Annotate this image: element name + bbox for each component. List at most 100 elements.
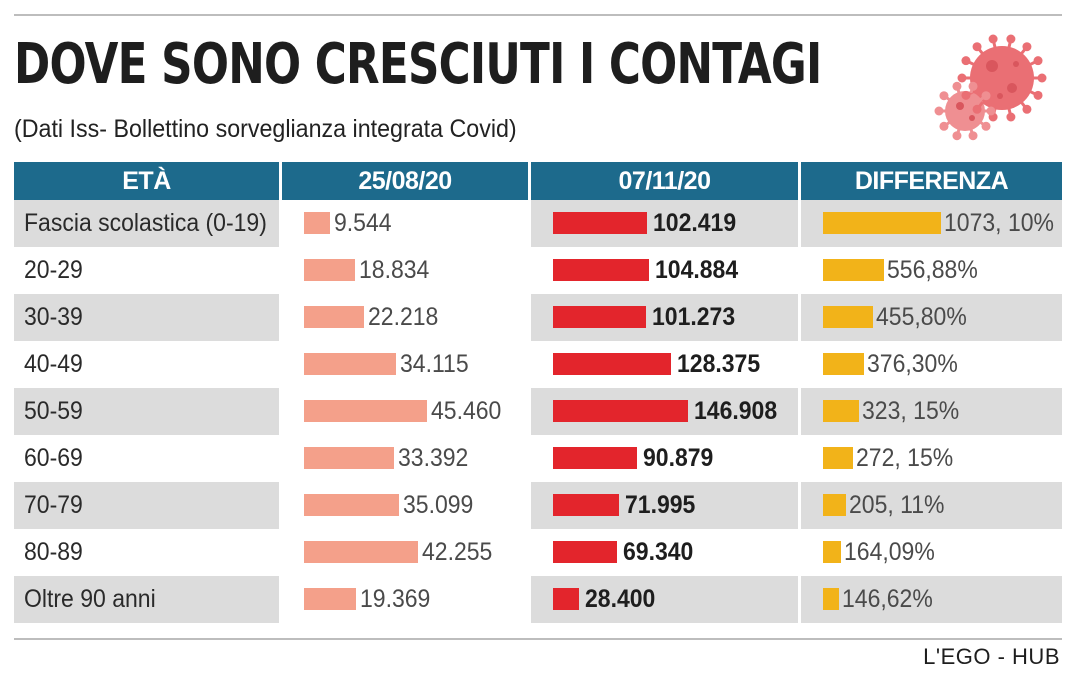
- table-row: Oltre 90 anni 19.369 28.400 146,62%: [14, 576, 1062, 623]
- bar-0711: [553, 306, 646, 328]
- value-cell-0711: 28.400: [531, 576, 798, 623]
- value-cell-difference: 146,62%: [801, 576, 1062, 623]
- bar-0711: [553, 353, 671, 375]
- age-cell: 30-39: [14, 294, 279, 341]
- age-label: 80-89: [24, 538, 83, 566]
- value-cell-0825: 18.834: [282, 247, 528, 294]
- age-label: 70-79: [24, 491, 83, 519]
- value-label-0711: 102.419: [653, 209, 737, 237]
- value-label-0711: 69.340: [623, 538, 694, 566]
- bar-difference: [823, 353, 864, 375]
- table-row: 20-29 18.834 104.884 556,88%: [14, 247, 1062, 294]
- age-label: 60-69: [24, 444, 83, 472]
- header-date-1: 25/08/20: [358, 167, 452, 195]
- value-label-0825: 9.544: [334, 209, 392, 237]
- table-row: 80-89 42.255 69.340 164,09%: [14, 529, 1062, 576]
- age-label: 30-39: [24, 303, 83, 331]
- value-cell-0825: 33.392: [282, 435, 528, 482]
- value-label-0825: 18.834: [359, 256, 430, 284]
- value-cell-0825: 19.369: [282, 576, 528, 623]
- value-cell-0711: 71.995: [531, 482, 798, 529]
- value-label-difference: 323, 15%: [862, 397, 960, 425]
- bar-0711: [553, 400, 688, 422]
- bar-difference: [823, 212, 941, 234]
- value-cell-0825: 34.115: [282, 341, 528, 388]
- value-cell-difference: 1073, 10%: [801, 200, 1062, 247]
- bar-difference: [823, 494, 846, 516]
- bar-difference: [823, 259, 884, 281]
- value-label-difference: 455,80%: [876, 303, 967, 331]
- value-cell-difference: 455,80%: [801, 294, 1062, 341]
- data-table: ETÀ 25/08/20 07/11/20 DIFFERENZA Fascia …: [14, 162, 1062, 638]
- age-cell: 70-79: [14, 482, 279, 529]
- value-label-0711: 104.884: [655, 256, 739, 284]
- value-cell-0825: 22.218: [282, 294, 528, 341]
- value-cell-difference: 272, 15%: [801, 435, 1062, 482]
- age-cell: 40-49: [14, 341, 279, 388]
- value-cell-0825: 9.544: [282, 200, 528, 247]
- age-label: Fascia scolastica (0-19): [24, 209, 267, 237]
- age-cell: Oltre 90 anni: [14, 576, 279, 623]
- value-cell-0711: 104.884: [531, 247, 798, 294]
- value-label-0825: 19.369: [360, 585, 431, 613]
- value-cell-difference: 323, 15%: [801, 388, 1062, 435]
- value-label-0825: 45.460: [431, 397, 502, 425]
- bar-difference: [823, 541, 841, 563]
- value-label-difference: 556,88%: [887, 256, 978, 284]
- top-rule: [14, 14, 1062, 16]
- value-cell-difference: 556,88%: [801, 247, 1062, 294]
- age-cell: 50-59: [14, 388, 279, 435]
- age-label: 50-59: [24, 397, 83, 425]
- bar-0825: [304, 353, 396, 375]
- value-label-0711: 146.908: [694, 397, 778, 425]
- value-label-difference: 376,30%: [867, 350, 958, 378]
- value-label-0711: 28.400: [585, 585, 656, 613]
- bar-0711: [553, 494, 619, 516]
- value-label-0711: 101.273: [652, 303, 736, 331]
- table-row: 60-69 33.392 90.879 272, 15%: [14, 435, 1062, 482]
- value-cell-0711: 101.273: [531, 294, 798, 341]
- table-row: 50-59 45.460 146.908 323, 15%: [14, 388, 1062, 435]
- value-cell-0825: 42.255: [282, 529, 528, 576]
- page-title: DOVE SONO CRESCIUTI I CONTAGI: [14, 32, 822, 97]
- value-label-0711: 90.879: [643, 444, 714, 472]
- value-cell-difference: 205, 11%: [801, 482, 1062, 529]
- bar-0825: [304, 588, 356, 610]
- bar-0825: [304, 306, 364, 328]
- value-label-difference: 272, 15%: [856, 444, 954, 472]
- value-cell-0711: 69.340: [531, 529, 798, 576]
- bar-difference: [823, 400, 859, 422]
- value-label-0825: 33.392: [398, 444, 469, 472]
- age-label: Oltre 90 anni: [24, 585, 156, 613]
- value-label-0711: 71.995: [625, 491, 696, 519]
- value-cell-0711: 90.879: [531, 435, 798, 482]
- coronavirus-icon: [934, 34, 1047, 141]
- bar-0825: [304, 400, 427, 422]
- table-row: 30-39 22.218 101.273 455,80%: [14, 294, 1062, 341]
- header-date-2: 07/11/20: [618, 167, 711, 195]
- value-label-0825: 22.218: [368, 303, 439, 331]
- bottom-rule: [14, 638, 1062, 640]
- value-cell-0825: 45.460: [282, 388, 528, 435]
- age-cell: Fascia scolastica (0-19): [14, 200, 279, 247]
- bar-0711: [553, 212, 647, 234]
- age-cell: 80-89: [14, 529, 279, 576]
- value-cell-difference: 376,30%: [801, 341, 1062, 388]
- bar-0711: [553, 447, 637, 469]
- bar-0825: [304, 447, 394, 469]
- table-row: 70-79 35.099 71.995 205, 11%: [14, 482, 1062, 529]
- header-age: ETÀ: [122, 167, 171, 195]
- value-label-0825: 42.255: [422, 538, 493, 566]
- value-label-0711: 128.375: [677, 350, 761, 378]
- value-cell-0711: 128.375: [531, 341, 798, 388]
- age-cell: 20-29: [14, 247, 279, 294]
- value-cell-difference: 164,09%: [801, 529, 1062, 576]
- value-label-difference: 205, 11%: [849, 491, 945, 519]
- table-row: 40-49 34.115 128.375 376,30%: [14, 341, 1062, 388]
- source-credit: L'EGO - HUB: [923, 644, 1060, 669]
- bar-difference: [823, 306, 873, 328]
- bar-0825: [304, 541, 418, 563]
- page-subtitle: (Dati Iss- Bollettino sorveglianza integ…: [14, 115, 517, 143]
- value-label-difference: 1073, 10%: [944, 209, 1054, 237]
- bar-0711: [553, 588, 579, 610]
